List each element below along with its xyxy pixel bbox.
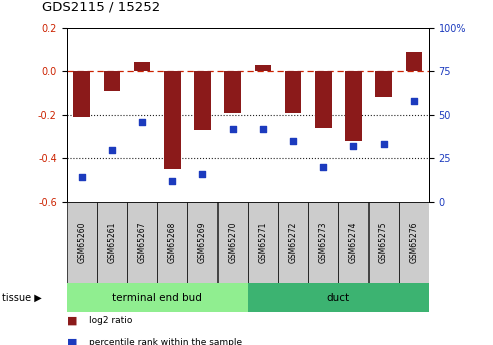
Bar xyxy=(127,202,157,283)
Bar xyxy=(134,62,150,71)
Bar xyxy=(369,202,398,283)
Text: GSM65261: GSM65261 xyxy=(107,222,116,263)
Bar xyxy=(67,202,97,283)
Bar xyxy=(67,283,247,312)
Bar xyxy=(339,202,368,283)
Bar xyxy=(104,71,120,91)
Bar xyxy=(248,202,278,283)
Bar xyxy=(345,71,362,141)
Bar xyxy=(164,71,180,169)
Text: GSM65269: GSM65269 xyxy=(198,221,207,263)
Bar xyxy=(218,202,247,283)
Bar xyxy=(375,71,392,97)
Text: terminal end bud: terminal end bud xyxy=(112,293,202,303)
Point xyxy=(410,98,418,104)
Bar xyxy=(399,202,429,283)
Text: GSM65273: GSM65273 xyxy=(318,221,328,263)
Text: GSM65260: GSM65260 xyxy=(77,221,86,263)
Text: GSM65276: GSM65276 xyxy=(409,221,419,263)
Text: GSM65268: GSM65268 xyxy=(168,222,177,263)
Point xyxy=(289,138,297,144)
Point xyxy=(350,143,357,149)
Bar xyxy=(97,202,127,283)
Text: GSM65272: GSM65272 xyxy=(288,222,298,263)
Text: ■: ■ xyxy=(67,316,77,326)
Bar xyxy=(73,71,90,117)
Point xyxy=(108,147,116,152)
Bar xyxy=(224,71,241,112)
Point xyxy=(199,171,207,177)
Text: GSM65267: GSM65267 xyxy=(138,221,146,263)
Point xyxy=(138,119,146,125)
Bar xyxy=(157,202,187,283)
Bar xyxy=(194,71,211,130)
Point xyxy=(168,178,176,184)
Point xyxy=(380,141,387,147)
Text: ■: ■ xyxy=(67,338,77,345)
Text: GSM65275: GSM65275 xyxy=(379,221,388,263)
Text: GSM65271: GSM65271 xyxy=(258,222,267,263)
Point xyxy=(319,164,327,170)
Bar xyxy=(308,202,338,283)
Text: percentile rank within the sample: percentile rank within the sample xyxy=(89,338,242,345)
Text: tissue ▶: tissue ▶ xyxy=(2,293,42,303)
Bar xyxy=(315,71,331,128)
Text: GDS2115 / 15252: GDS2115 / 15252 xyxy=(42,1,160,14)
Bar xyxy=(248,283,429,312)
Text: duct: duct xyxy=(327,293,350,303)
Bar xyxy=(254,65,271,71)
Text: GSM65270: GSM65270 xyxy=(228,221,237,263)
Point xyxy=(229,126,237,131)
Text: log2 ratio: log2 ratio xyxy=(89,316,132,325)
Bar xyxy=(285,71,301,112)
Text: GSM65274: GSM65274 xyxy=(349,221,358,263)
Bar xyxy=(278,202,308,283)
Point xyxy=(78,175,86,180)
Bar xyxy=(406,51,422,71)
Point xyxy=(259,126,267,131)
Bar xyxy=(187,202,217,283)
